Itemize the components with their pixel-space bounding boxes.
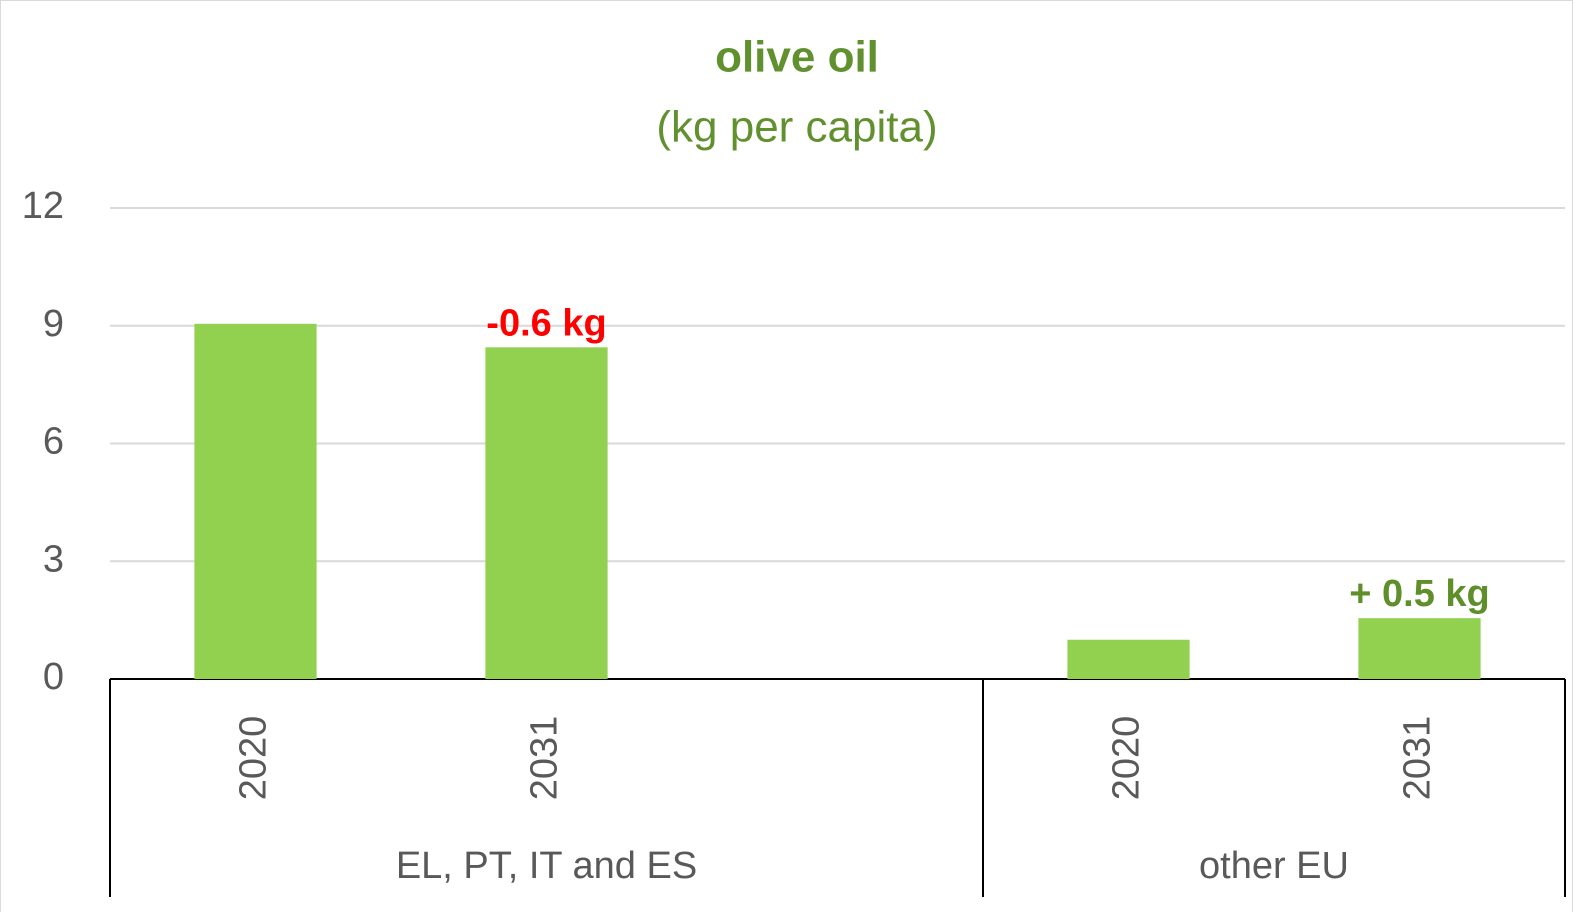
- x-tick-label: 2031: [1397, 716, 1439, 801]
- y-tick-label: 9: [43, 303, 64, 345]
- annotation: -0.6 kg: [486, 302, 606, 344]
- x-tick-label: 2031: [524, 716, 566, 801]
- y-tick-label: 12: [22, 185, 64, 227]
- annotation: + 0.5 kg: [1349, 573, 1489, 615]
- bar: [1067, 639, 1190, 679]
- group-label: other EU: [1199, 845, 1349, 887]
- bar: [1358, 618, 1481, 679]
- chart-title: olive oil: [715, 33, 879, 82]
- x-tick-label: 2020: [233, 716, 275, 801]
- x-tick-label: 2020: [1106, 716, 1148, 801]
- y-tick-label: 0: [43, 656, 64, 698]
- group-label: EL, PT, IT and ES: [396, 845, 697, 887]
- y-tick-label: 6: [43, 421, 64, 463]
- bar: [194, 323, 317, 679]
- y-tick-label: 3: [43, 538, 64, 580]
- chart-subtitle: (kg per capita): [656, 103, 937, 152]
- bar: [485, 347, 608, 679]
